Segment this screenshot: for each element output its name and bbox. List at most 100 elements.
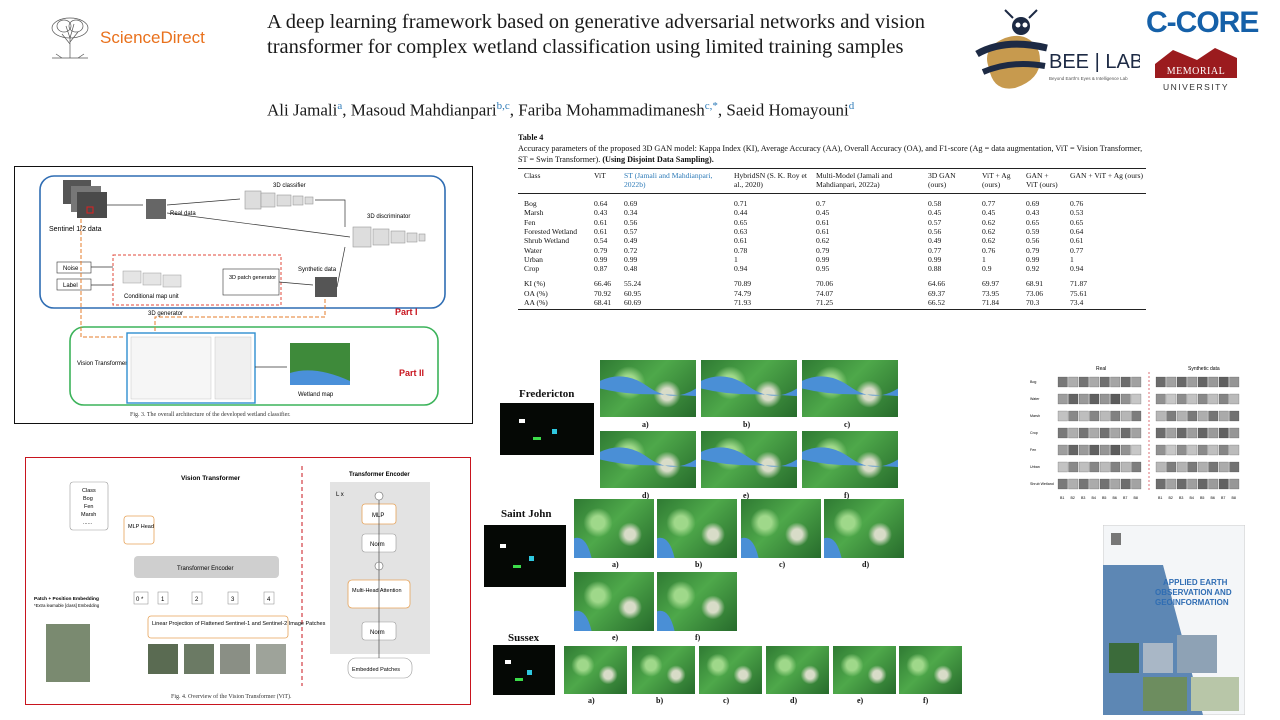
figure-3-architecture[interactable]: Sentinel 1/2 data Real data 3D classifie… bbox=[14, 166, 473, 424]
author-name[interactable]: Masoud Mahdianpari bbox=[350, 100, 497, 120]
map-fredericton[interactable] bbox=[701, 431, 797, 488]
gan-sample-patch bbox=[1229, 410, 1240, 422]
figure-4-vit-overview[interactable]: Vision Transformer Transformer Encoder C… bbox=[25, 457, 471, 705]
map-sussex[interactable] bbox=[564, 646, 627, 694]
label-label: Label bbox=[63, 283, 78, 289]
table-cell: 60.95 bbox=[624, 288, 642, 298]
col-header: ViT + Ag (ours) bbox=[976, 168, 1020, 194]
row-label: Shrub Wetland bbox=[524, 236, 570, 246]
sciencedirect-logo[interactable]: ScienceDirect bbox=[100, 28, 205, 47]
band-label: B8 bbox=[1232, 496, 1236, 500]
table-caption-note: (Using Disjoint Data Sampling). bbox=[602, 155, 714, 164]
band-label: B5 bbox=[1200, 496, 1204, 500]
gan-sample-patch bbox=[1218, 376, 1229, 388]
author-name[interactable]: Ali Jamali bbox=[267, 100, 338, 120]
ground-truth-sussex[interactable] bbox=[493, 645, 555, 695]
map-saint-john[interactable] bbox=[574, 572, 654, 631]
table-cell: 71.25 bbox=[810, 298, 922, 311]
gan-sample-patch bbox=[1099, 410, 1110, 422]
gan-sample-patch bbox=[1197, 461, 1208, 473]
ground-truth-saint-john[interactable] bbox=[484, 525, 566, 587]
table-cell: 73.06 bbox=[1026, 288, 1044, 298]
table-cell: 0.79 bbox=[594, 245, 608, 255]
gan-sample-patch bbox=[1068, 478, 1079, 490]
author-name[interactable]: Fariba Mohammadimanesh bbox=[518, 100, 705, 120]
gan-samples-grid: Real Synthetic data Bog Water Marsh Crop Fen… bbox=[1030, 366, 1240, 500]
table-row: Bog 0.64 0.69 0.71 0.7 0.58 0.77 0.69 0.76 bbox=[518, 199, 1146, 208]
table-cell: 68.41 bbox=[588, 298, 618, 311]
table-cell: 0.95 bbox=[816, 264, 830, 274]
author-affil[interactable]: a bbox=[337, 100, 343, 112]
gan-sample-patch bbox=[1078, 461, 1089, 473]
author-name[interactable]: Saeid Homayouni bbox=[726, 100, 849, 120]
gan-row-label: Fen bbox=[1030, 448, 1036, 452]
map-saint-john[interactable] bbox=[741, 499, 821, 558]
gan-sample-patch bbox=[1078, 444, 1089, 456]
gan-sample-patch bbox=[1197, 427, 1208, 439]
gan-sample-patch bbox=[1068, 376, 1079, 388]
table-cell: 69.97 bbox=[982, 279, 1000, 289]
gan-sample-patch bbox=[1229, 376, 1240, 388]
map-sussex[interactable] bbox=[899, 646, 962, 694]
cover-title-3: GEOINFORMATION bbox=[1155, 598, 1229, 607]
table-cell: 0.71 bbox=[734, 199, 748, 209]
memorial-university-logo: MEMORIAL UNIVERSITY bbox=[1155, 48, 1237, 92]
table-cell: 0.58 bbox=[928, 199, 942, 209]
subfigure-label: b) bbox=[656, 696, 664, 705]
map-saint-john[interactable] bbox=[574, 499, 654, 558]
table-cell: 0.56 bbox=[1026, 236, 1040, 246]
map-fredericton[interactable] bbox=[600, 431, 696, 488]
gan-sample-patch bbox=[1155, 444, 1166, 456]
table-cell: 0.99 bbox=[594, 254, 608, 264]
band-label: B6 bbox=[1211, 496, 1215, 500]
gan-row-label: Crop bbox=[1030, 431, 1038, 435]
gan-row-label: Water bbox=[1030, 397, 1040, 401]
gan-samples-figure[interactable]: Real Synthetic data Bog Water Marsh Crop Fen… bbox=[1028, 362, 1248, 512]
map-sussex[interactable] bbox=[833, 646, 896, 694]
subfigure-label: f) bbox=[695, 633, 701, 642]
gan-row-label: Bog bbox=[1030, 380, 1036, 384]
author-affil[interactable]: c,* bbox=[704, 100, 718, 112]
gan-sample-patch bbox=[1229, 461, 1240, 473]
row-label: Fen bbox=[524, 217, 536, 227]
col-header: 3D GAN (ours) bbox=[922, 168, 976, 194]
table-cell: 0.76 bbox=[982, 245, 996, 255]
author-affil[interactable]: d bbox=[848, 100, 855, 112]
journal-cover[interactable]: APPLIED EARTH OBSERVATION AND GEOINFORMA… bbox=[1103, 525, 1245, 715]
map-saint-john[interactable] bbox=[657, 499, 737, 558]
map-fredericton[interactable] bbox=[802, 431, 898, 488]
table-cell: 0.69 bbox=[1026, 199, 1040, 209]
ground-truth-fredericton[interactable] bbox=[500, 403, 594, 455]
map-fredericton[interactable] bbox=[600, 360, 696, 417]
map-saint-john[interactable] bbox=[824, 499, 904, 558]
table-cell: 0.76 bbox=[1070, 199, 1084, 209]
map-fredericton[interactable] bbox=[802, 360, 898, 417]
table-cell: 0.87 bbox=[594, 264, 608, 274]
table-cell: 70.3 bbox=[1020, 298, 1064, 311]
table-cell: 0.61 bbox=[734, 236, 748, 246]
token-3: 3 bbox=[231, 597, 235, 603]
map-saint-john[interactable] bbox=[657, 572, 737, 631]
paper-title: A deep learning framework based on gener… bbox=[267, 11, 926, 58]
table-cell: 75.61 bbox=[1070, 288, 1088, 298]
table-row: Forested Wetland 0.61 0.57 0.63 0.61 0.56 0.62… bbox=[518, 227, 1146, 236]
table-row: Marsh 0.43 0.34 0.44 0.45 0.45 0.45 0.43 0.53 bbox=[518, 208, 1146, 217]
band-label: B8 bbox=[1134, 496, 1138, 500]
gan-sample-patch bbox=[1176, 410, 1187, 422]
mha-block: Multi-Head Attention bbox=[352, 588, 402, 594]
map-sussex[interactable] bbox=[699, 646, 762, 694]
synthetic-label: Synthetic data bbox=[298, 267, 337, 273]
table-cell: 1 bbox=[982, 254, 986, 264]
map-sussex[interactable] bbox=[766, 646, 829, 694]
table-cell: 0.62 bbox=[982, 236, 996, 246]
gan-sample-patch bbox=[1068, 444, 1079, 456]
table-row: Water 0.79 0.72 0.78 0.79 0.77 0.76 0.79 0.77 bbox=[518, 246, 1146, 255]
row-label: KI (%) bbox=[524, 279, 546, 289]
gan-sample-patch bbox=[1208, 393, 1219, 405]
map-sussex[interactable] bbox=[632, 646, 695, 694]
table-cell: 0.61 bbox=[816, 217, 830, 227]
table-cell: 0.44 bbox=[734, 208, 748, 218]
map-fredericton[interactable] bbox=[701, 360, 797, 417]
gan-sample-patch bbox=[1110, 461, 1121, 473]
author-affil[interactable]: b,c bbox=[496, 100, 510, 112]
